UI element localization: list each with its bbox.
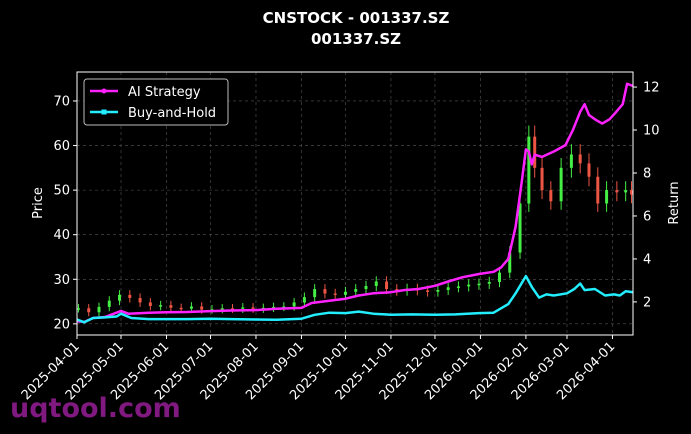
candle-body [549, 190, 553, 202]
return-lines [76, 82, 634, 324]
y-tick-label: 30 [53, 273, 70, 288]
candle-body [426, 290, 430, 292]
candle-body [559, 167, 563, 202]
y2-axis-label: Return [667, 181, 682, 224]
candle-body [292, 302, 296, 307]
watermark-text: uqtool.com [10, 393, 181, 424]
candle-body [148, 302, 152, 307]
candle-body [343, 291, 347, 295]
candle-body [107, 300, 111, 307]
legend-bh-label: Buy-and-Hold [128, 106, 216, 121]
y-tick-label: 50 [53, 184, 70, 199]
candle-body [179, 307, 183, 310]
candle-body [569, 154, 573, 168]
candle-body [498, 272, 502, 282]
candle-body [540, 167, 544, 191]
candle-body [446, 287, 450, 290]
y2-tick-label: 12 [643, 81, 660, 96]
series-line-1 [76, 274, 634, 324]
y-tick-label: 20 [53, 317, 70, 332]
candle-body [364, 285, 368, 290]
candle-body [587, 163, 591, 177]
candle-body [487, 281, 491, 284]
candle-body [118, 294, 122, 301]
candle-body [87, 308, 91, 313]
chart-subtitle: 001337.SZ [311, 30, 401, 48]
candle-body [518, 203, 522, 253]
legend-bh-marker [101, 109, 107, 115]
candle-body [76, 308, 80, 310]
candle-body [138, 298, 142, 303]
candle-body [374, 281, 378, 286]
candle-body [189, 306, 193, 309]
y-tick-label: 70 [53, 94, 70, 109]
series-line-0 [76, 82, 634, 324]
candle-body [251, 307, 255, 309]
y-axis-right: 2 4 6 8 10 12 [633, 81, 660, 310]
legend-ai-label: AI Strategy [128, 85, 201, 100]
candle-body [128, 294, 132, 299]
candle-body [605, 190, 609, 204]
candle-body [477, 283, 481, 286]
candle-body [97, 306, 101, 313]
legend-ai-marker [101, 88, 107, 94]
candle-body [333, 293, 337, 296]
candlesticks [76, 125, 634, 317]
y-axis-left: 20 30 40 50 60 70 [53, 94, 77, 332]
y2-tick-label: 6 [643, 209, 651, 224]
plot-frame [76, 71, 634, 336]
candle-body [596, 176, 600, 204]
legend: AI Strategy Buy-and-Hold [83, 78, 229, 126]
y2-tick-label: 2 [643, 295, 651, 310]
y2-tick-label: 10 [643, 124, 660, 139]
candle-body [615, 190, 619, 193]
candle-body [231, 308, 235, 310]
y-axis-label: Price [31, 187, 46, 219]
candle-body [508, 252, 512, 273]
candle-body [159, 305, 163, 307]
candle-body [456, 286, 460, 288]
candle-body [302, 297, 306, 303]
candle-body [533, 136, 537, 168]
candle-body [241, 307, 245, 309]
y2-tick-label: 4 [643, 252, 651, 267]
candle-body [313, 289, 317, 298]
candle-body [282, 306, 286, 308]
y-tick-label: 40 [53, 228, 70, 243]
candle-body [624, 190, 628, 193]
candle-body [220, 308, 224, 310]
candle-body [527, 136, 531, 204]
y-tick-label: 60 [53, 139, 70, 154]
candle-body [436, 289, 440, 292]
candle-body [630, 190, 634, 195]
candle-body [272, 306, 276, 309]
candle-body [323, 289, 327, 294]
y2-tick-label: 8 [643, 166, 651, 181]
candle-body [467, 284, 471, 287]
candle-body [200, 306, 204, 310]
candle-body [354, 289, 358, 292]
candle-body [395, 289, 399, 291]
candle-body [385, 281, 389, 290]
candle-body [578, 154, 582, 164]
candle-body [169, 305, 173, 308]
legend-box [83, 78, 229, 126]
chart-title: CNSTOCK - 001337.SZ [263, 9, 450, 27]
